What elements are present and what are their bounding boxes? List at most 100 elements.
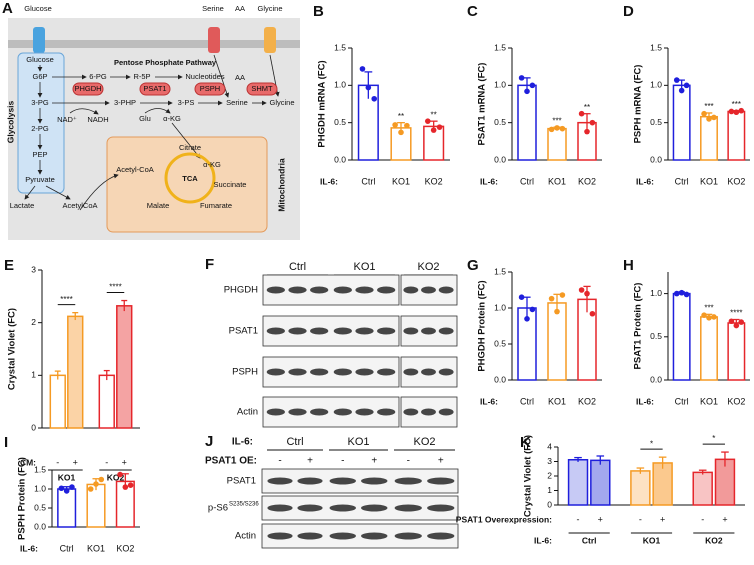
x-tick-label: - xyxy=(105,457,108,467)
significance-label: *** xyxy=(704,102,713,111)
data-point xyxy=(589,310,596,317)
x-tick-label: KO1 xyxy=(700,176,718,186)
row-label: PSPH xyxy=(232,367,258,378)
y-tick-label: 0.5 xyxy=(650,117,662,127)
diagram-label: Glycine xyxy=(269,98,294,107)
row-label: IL-6: xyxy=(480,176,498,186)
row-label: PHGDH xyxy=(224,285,258,296)
diagram-label: α-KG xyxy=(163,114,181,123)
diagram-label: Acetyl-CoA xyxy=(116,165,154,174)
group-label: Ctrl xyxy=(289,261,306,273)
band xyxy=(377,408,396,416)
x-tick-label: KO1 xyxy=(548,176,566,186)
group-label: KO2 xyxy=(705,535,723,545)
y-tick-label: 1 xyxy=(31,370,36,380)
x-tick-label: KO2 xyxy=(425,176,443,186)
x-tick-label: KO1 xyxy=(87,543,105,553)
row-label: IL-6: xyxy=(20,543,38,553)
diagram-label: Pyruvate xyxy=(25,175,55,184)
y-tick-label: 1.0 xyxy=(494,80,506,90)
diagram-label: AcetylCoA xyxy=(62,201,97,210)
y-tick-label: 1.5 xyxy=(650,42,662,52)
x-tick-label: - xyxy=(56,457,59,467)
band xyxy=(377,327,396,335)
bar xyxy=(67,315,84,429)
band xyxy=(394,504,422,512)
y-tick-label: 1.5 xyxy=(334,42,346,52)
band xyxy=(403,368,419,376)
x-tick-label: Ctrl xyxy=(520,176,534,186)
data-point xyxy=(392,122,398,128)
band xyxy=(310,286,329,294)
band xyxy=(333,368,352,376)
band xyxy=(333,408,352,416)
band xyxy=(266,368,285,376)
x-tick-label: KO2 xyxy=(727,396,745,406)
row-label: Actin xyxy=(237,407,258,418)
data-point xyxy=(584,128,590,135)
y-tick-label: 1.5 xyxy=(34,464,46,474)
enzyme-pill xyxy=(246,82,278,96)
data-point xyxy=(584,290,590,297)
significance-label: ** xyxy=(431,110,437,119)
bar xyxy=(672,84,691,161)
band xyxy=(427,477,455,485)
arrow xyxy=(79,173,119,211)
blot-frame xyxy=(262,396,400,428)
diagram-label: PSAT1 xyxy=(143,84,166,93)
data-point xyxy=(122,484,129,490)
row-superscript: S235/S236 xyxy=(229,502,259,508)
band xyxy=(421,368,436,376)
band xyxy=(333,327,352,335)
x-tick-label: + xyxy=(122,457,127,467)
y-tick-label: 0.0 xyxy=(494,154,506,164)
band xyxy=(438,286,454,294)
tca-cycle xyxy=(164,152,216,204)
bar xyxy=(727,322,746,381)
data-point xyxy=(58,485,65,492)
data-point xyxy=(673,290,680,297)
x-tick-label: Ctrl xyxy=(675,396,689,406)
data-point xyxy=(678,289,685,296)
diagram-label: 3-PHP xyxy=(114,98,136,107)
diagram-label: AA xyxy=(235,73,245,82)
x-tick-label: + xyxy=(598,514,603,524)
band xyxy=(394,477,422,485)
data-point xyxy=(554,308,560,315)
group-label: KO2 xyxy=(413,436,435,448)
x-tick-label: - xyxy=(577,514,580,524)
row-label: IL-6: xyxy=(480,396,498,406)
enzyme-pill xyxy=(139,82,171,96)
data-point xyxy=(706,314,712,321)
diagram-label: Serine xyxy=(226,98,248,107)
blot-frame xyxy=(262,315,400,347)
x-tick-label: KO1 xyxy=(392,176,410,186)
y-tick-label: 1.5 xyxy=(494,42,506,52)
bar xyxy=(700,115,718,161)
x-tick-label: KO2 xyxy=(578,396,596,406)
band xyxy=(329,532,356,540)
band xyxy=(297,532,323,540)
band xyxy=(361,477,388,485)
data-point xyxy=(733,109,740,116)
x-tick-label: - xyxy=(639,514,642,524)
data-point xyxy=(529,82,536,89)
data-point xyxy=(701,312,707,319)
significance-label: * xyxy=(712,434,715,443)
row-label: PSAT1 xyxy=(227,476,256,487)
band xyxy=(288,286,307,294)
data-point xyxy=(404,122,410,129)
group-label: KO1 xyxy=(353,261,375,273)
data-point xyxy=(87,486,94,492)
significance-label: **** xyxy=(109,283,121,292)
group-label: KO1 xyxy=(58,472,76,482)
y-axis-label: PHGDH mRNA (FC) xyxy=(317,60,328,147)
y-tick-label: 1.5 xyxy=(494,266,506,276)
band xyxy=(403,408,419,416)
data-point xyxy=(524,88,530,95)
panel-letter: K xyxy=(520,434,531,451)
diagram-label: Glycine xyxy=(257,4,282,13)
diagram-label: Fumarate xyxy=(200,201,232,210)
arrow xyxy=(45,185,71,200)
data-point xyxy=(554,125,560,131)
